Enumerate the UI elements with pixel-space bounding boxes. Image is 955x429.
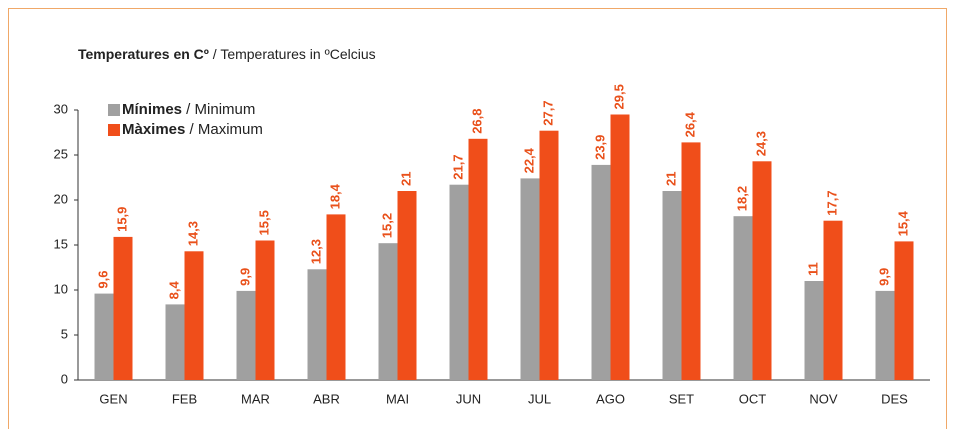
x-tick-label: SET bbox=[669, 391, 694, 406]
bar bbox=[468, 138, 488, 380]
frame bbox=[8, 8, 947, 429]
value-label: 14,3 bbox=[185, 221, 200, 246]
x-tick-label: DES bbox=[881, 391, 908, 406]
legend-swatch bbox=[108, 104, 120, 116]
chart-title: Temperatures en Cº / Temperatures in ºCe… bbox=[78, 46, 376, 62]
value-label: 9,9 bbox=[237, 268, 252, 286]
y-tick-label: 15 bbox=[54, 236, 68, 251]
x-tick-label: JUL bbox=[528, 391, 551, 406]
x-tick-label: MAI bbox=[386, 391, 409, 406]
legend-bold: Mínimes bbox=[122, 101, 182, 118]
value-label: 9,6 bbox=[95, 271, 110, 289]
bar bbox=[752, 161, 772, 380]
y-tick-label: 0 bbox=[61, 371, 68, 386]
value-label: 15,2 bbox=[379, 213, 394, 238]
y-tick-label: 30 bbox=[54, 101, 68, 116]
bar bbox=[397, 191, 417, 380]
bar bbox=[662, 191, 682, 380]
bar bbox=[255, 240, 275, 380]
bar bbox=[236, 290, 256, 380]
x-tick-label: MAR bbox=[241, 391, 270, 406]
value-label: 23,9 bbox=[592, 135, 607, 160]
value-label: 21,7 bbox=[450, 154, 465, 179]
x-tick-label: JUN bbox=[456, 391, 481, 406]
x-tick-label: OCT bbox=[739, 391, 767, 406]
bar bbox=[823, 220, 843, 380]
bar bbox=[804, 281, 824, 380]
bar bbox=[307, 269, 327, 380]
bar bbox=[449, 184, 469, 380]
x-tick-label: GEN bbox=[99, 391, 127, 406]
bar bbox=[184, 251, 204, 380]
value-label: 15,9 bbox=[114, 207, 129, 232]
bar bbox=[539, 130, 559, 380]
legend-rest: / Maximum bbox=[185, 121, 263, 138]
bar bbox=[681, 142, 701, 380]
value-label: 26,4 bbox=[682, 111, 697, 137]
y-tick-label: 10 bbox=[54, 281, 68, 296]
value-label: 29,5 bbox=[611, 84, 626, 109]
bar bbox=[610, 114, 630, 380]
value-label: 17,7 bbox=[824, 190, 839, 215]
bar bbox=[875, 290, 895, 380]
value-label: 15,4 bbox=[895, 210, 910, 236]
bar bbox=[591, 164, 611, 380]
value-label: 27,7 bbox=[540, 100, 555, 125]
legend-rest: / Minimum bbox=[182, 101, 255, 118]
value-label: 15,5 bbox=[256, 210, 271, 235]
x-tick-label: ABR bbox=[313, 391, 340, 406]
value-label: 21 bbox=[663, 172, 678, 186]
bar bbox=[520, 178, 540, 380]
value-label: 8,4 bbox=[166, 281, 181, 300]
bar bbox=[94, 293, 114, 380]
legend-label: Màximes / Maximum bbox=[122, 121, 263, 138]
bar bbox=[113, 236, 133, 380]
legend-swatch bbox=[108, 124, 120, 136]
legend-label: Mínimes / Minimum bbox=[122, 101, 255, 118]
value-label: 18,4 bbox=[327, 183, 342, 209]
value-label: 11 bbox=[805, 262, 820, 276]
value-label: 18,2 bbox=[734, 186, 749, 211]
y-tick-label: 20 bbox=[54, 191, 68, 206]
bar bbox=[733, 216, 753, 380]
bar bbox=[378, 243, 398, 380]
bar bbox=[326, 214, 346, 380]
value-label: 24,3 bbox=[753, 131, 768, 156]
bar bbox=[894, 241, 914, 380]
value-label: 12,3 bbox=[308, 239, 323, 264]
value-label: 9,9 bbox=[876, 268, 891, 286]
x-tick-label: NOV bbox=[809, 391, 838, 406]
title-rest: / Temperatures in ºCelcius bbox=[209, 46, 376, 62]
bar bbox=[165, 304, 185, 380]
value-label: 21 bbox=[398, 172, 413, 186]
legend-bold: Màximes bbox=[122, 121, 185, 138]
title-bold: Temperatures en Cº bbox=[78, 46, 209, 62]
x-tick-label: FEB bbox=[172, 391, 197, 406]
y-tick-label: 5 bbox=[61, 326, 68, 341]
x-tick-label: AGO bbox=[596, 391, 625, 406]
y-tick-label: 25 bbox=[54, 146, 68, 161]
value-label: 26,8 bbox=[469, 108, 484, 133]
value-label: 22,4 bbox=[521, 147, 536, 173]
